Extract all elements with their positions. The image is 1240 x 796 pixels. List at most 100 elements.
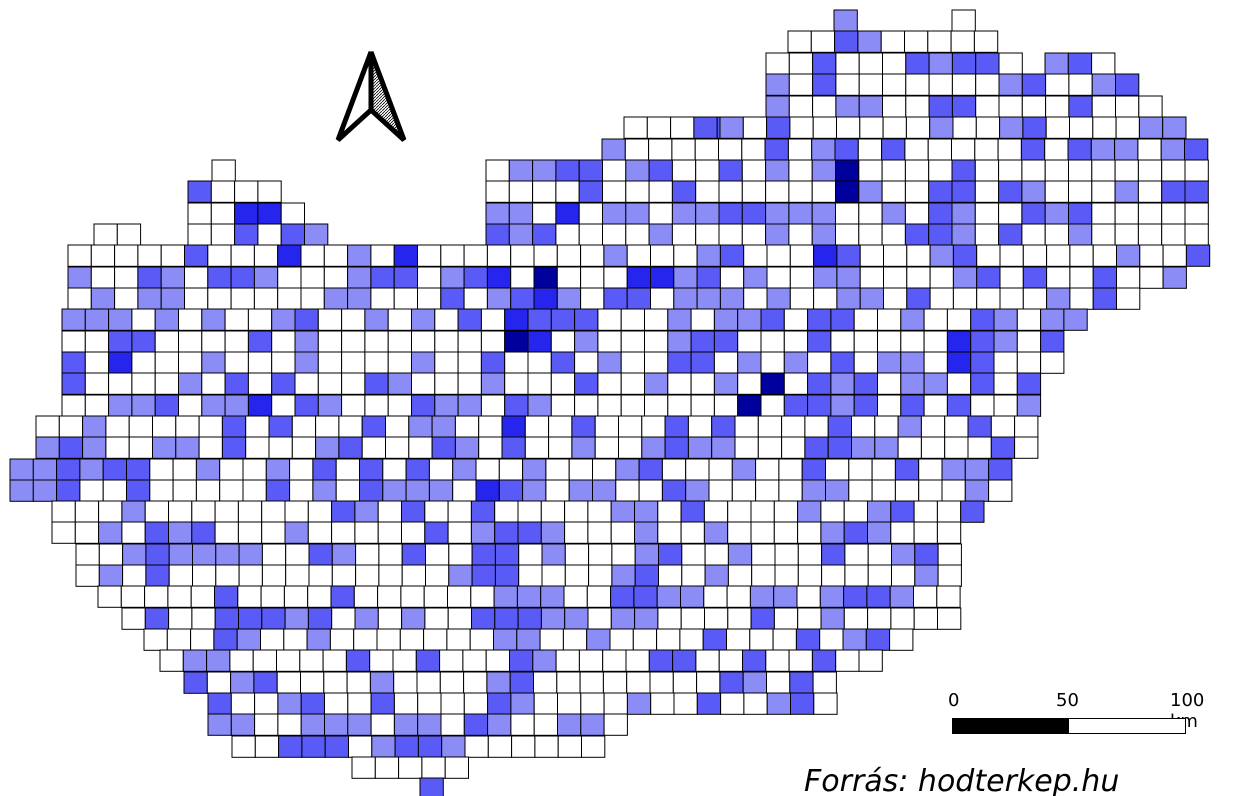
grid-cell [634,564,660,587]
grid-cell [533,713,559,736]
grid-cell [788,223,813,246]
grid-cell [247,330,273,353]
grid-cell [408,436,433,459]
grid-cell [509,671,535,694]
grid-cell [347,713,372,736]
grid-cell [951,180,976,203]
grid-cell [620,351,646,374]
grid-cell [175,415,200,438]
grid-cell [317,308,343,331]
grid-cell [447,607,473,630]
grid-cell [545,479,570,502]
grid-cell [883,244,908,267]
grid-cell [294,308,319,331]
grid-cell [1040,308,1065,331]
grid-cell [214,607,239,630]
grid-cell [1016,394,1042,417]
grid-cell [648,223,673,246]
grid-cell [914,564,939,587]
grid-cell [711,415,736,438]
grid-cell [1014,436,1039,459]
grid-cell [661,479,687,502]
grid-cell [881,138,906,161]
grid-cell [447,585,472,608]
grid-cell [294,330,319,353]
grid-cell [967,415,992,438]
grid-cell [696,671,721,694]
grid-cell [664,436,689,459]
grid-cell [348,735,373,758]
grid-cell [929,116,954,139]
grid-cell [201,351,226,374]
grid-cell [807,394,832,417]
grid-cell [772,628,797,651]
grid-cell [750,521,775,544]
grid-cell [578,159,604,182]
grid-cell [108,351,133,374]
grid-cell [504,330,529,353]
grid-cell [487,735,513,758]
grid-cell [973,30,999,53]
grid-cell [672,671,698,694]
grid-cell [315,415,340,438]
grid-cell [580,287,605,310]
grid-cell [789,671,814,694]
grid-cell [191,521,216,544]
grid-cell [271,372,296,395]
grid-cell [783,394,809,417]
grid-cell [84,372,110,395]
grid-cell [574,372,599,395]
grid-cell [650,287,675,310]
grid-cell [277,266,302,289]
grid-cell [1045,116,1070,139]
grid-cell [527,394,552,417]
grid-cell [144,521,169,544]
grid-cell [952,287,978,310]
grid-cell [338,436,363,459]
grid-cell [215,543,240,566]
grid-cell [836,244,861,267]
grid-cell [475,458,500,481]
grid-cell [105,415,130,438]
grid-cell [359,458,384,481]
grid-cell [835,223,860,246]
grid-cell [67,287,92,310]
grid-cell [563,585,588,608]
grid-cell [1046,266,1071,289]
grid-cell [230,287,255,310]
grid-cell [811,223,837,246]
grid-cell [788,52,814,75]
grid-cell [540,500,566,523]
grid-cell [539,628,564,651]
grid-cell [804,436,829,459]
grid-cell [277,244,302,267]
grid-cell [773,500,799,523]
grid-cell [574,308,599,331]
grid-cell [541,543,566,566]
grid-cell [923,330,948,353]
grid-cell [253,671,278,694]
grid-cell [719,287,745,310]
grid-cell [1091,73,1116,96]
grid-cell [597,330,622,353]
grid-cell [881,159,906,182]
grid-cell [425,543,450,566]
grid-cell [918,458,943,481]
grid-cell [385,415,410,438]
grid-cell [447,521,472,544]
grid-cell [810,30,836,53]
grid-cell [718,138,743,161]
grid-cell [687,436,713,459]
grid-cell [650,244,675,267]
grid-cell [359,479,384,502]
grid-cell [317,330,343,353]
grid-cell [237,585,262,608]
grid-cell [853,394,879,417]
grid-cell [471,564,496,587]
grid-cell [411,330,436,353]
grid-cell [835,180,860,203]
grid-cell [102,458,127,481]
grid-cell [452,479,477,502]
grid-cell [548,415,573,438]
grid-cell [462,649,487,672]
